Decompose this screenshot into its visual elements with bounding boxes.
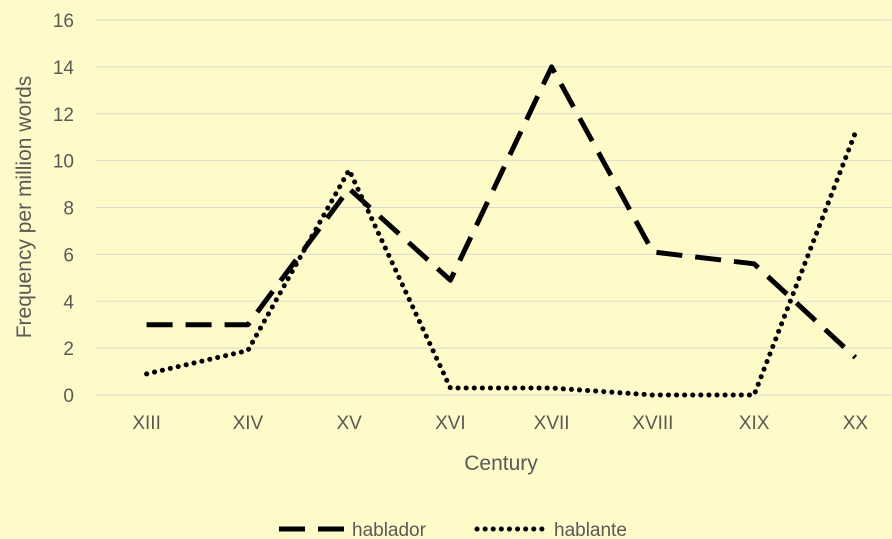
y-tick-label: 12 xyxy=(53,105,74,126)
x-tick-label: XVIII xyxy=(632,413,673,434)
y-tick-label: 16 xyxy=(53,11,74,32)
data-point-hablante xyxy=(549,385,555,391)
gridlines xyxy=(96,19,892,396)
data-point-hablante xyxy=(650,392,656,398)
x-tick-labels: XIII XIV XV XVI XVII XVIII XIX XX xyxy=(132,413,868,434)
y-tick-label: 8 xyxy=(63,199,74,220)
series-line-hablante xyxy=(144,130,858,398)
x-tick-label: XIX xyxy=(739,413,770,434)
x-tick-label: XVII xyxy=(534,413,570,434)
data-point-hablante xyxy=(447,385,453,391)
data-point-hablador xyxy=(650,249,656,255)
legend-label-hablante: hablante xyxy=(554,520,627,539)
y-tick-label: 6 xyxy=(63,245,74,266)
series-lines xyxy=(144,64,858,398)
x-tick-label: XIII xyxy=(132,413,161,434)
data-point-hablante xyxy=(346,167,352,173)
x-tick-label: XV xyxy=(336,413,362,434)
data-point-hablante xyxy=(751,392,757,398)
x-tick-label: XIV xyxy=(233,413,264,434)
legend-item-hablador: hablador xyxy=(279,520,427,539)
y-tick-labels: 0 2 4 6 8 10 12 14 16 xyxy=(53,11,75,407)
y-tick-label: 14 xyxy=(53,58,75,79)
data-point-hablante xyxy=(852,130,858,136)
y-tick-label: 2 xyxy=(63,339,74,360)
y-tick-label: 10 xyxy=(53,152,74,173)
data-point-hablante xyxy=(245,347,251,353)
legend-label-hablador: hablador xyxy=(352,520,427,539)
legend: hablador hablante xyxy=(279,520,627,539)
data-point-hablador xyxy=(144,322,150,328)
x-tick-label: XVI xyxy=(435,413,466,434)
data-point-hablador xyxy=(245,322,251,328)
y-tick-label: 0 xyxy=(63,386,74,407)
y-axis-title: Frequency per million words xyxy=(13,76,36,339)
data-point-hablador xyxy=(751,261,757,267)
data-point-hablador xyxy=(346,186,352,192)
data-point-hablador xyxy=(852,355,858,361)
x-axis-title: Century xyxy=(464,452,538,475)
legend-item-hablante: hablante xyxy=(474,520,627,539)
y-tick-label: 4 xyxy=(63,292,74,313)
series-line-hablador xyxy=(146,64,858,360)
x-tick-label: XX xyxy=(843,413,869,434)
data-point-hablador xyxy=(447,277,453,283)
data-point-hablador xyxy=(549,64,555,70)
data-point-hablante xyxy=(144,371,150,377)
